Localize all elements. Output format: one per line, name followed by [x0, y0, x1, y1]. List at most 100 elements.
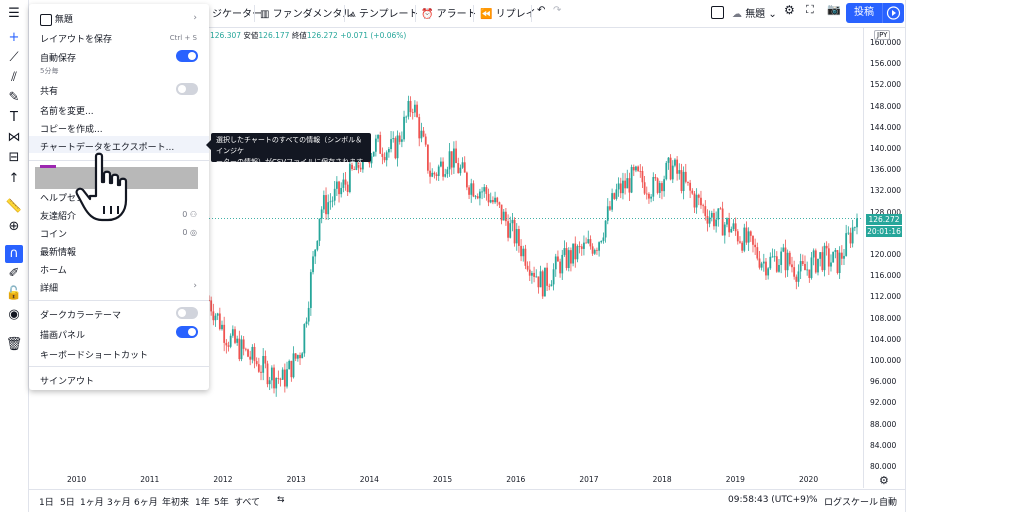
- clock-time[interactable]: 09:58:43 (UTC+9): [728, 495, 810, 505]
- log-scale-toggle[interactable]: ログスケール: [824, 498, 879, 508]
- menu-drawing-panel[interactable]: 描画パネル: [40, 331, 86, 341]
- crosshair-icon[interactable]: +: [8, 30, 20, 45]
- share-toggle[interactable]: [176, 83, 198, 95]
- dark-theme-toggle[interactable]: [176, 307, 198, 319]
- replay-button[interactable]: ⏪ リプレイ: [480, 5, 536, 20]
- price-tick-label: 148.000: [870, 101, 902, 111]
- candle-body: [765, 261, 767, 276]
- ohlc-close-label: 終値: [291, 31, 307, 40]
- candle-body: [465, 172, 468, 188]
- price-chart[interactable]: [29, 28, 863, 488]
- range-1y[interactable]: 1年: [195, 498, 210, 508]
- menu-referral[interactable]: 友達紹介: [40, 212, 77, 222]
- candle-body: [550, 284, 553, 287]
- candle-body: [769, 256, 772, 269]
- trash-icon[interactable]: 🗑: [5, 337, 23, 352]
- candle-body: [470, 183, 473, 195]
- menu-title-row[interactable]: 無題: [40, 12, 73, 26]
- menu-rename[interactable]: 名前を変更...: [40, 107, 94, 117]
- menu-whats-new[interactable]: 最新情報: [40, 248, 77, 258]
- fundamentals-button[interactable]: ▥ ファンダメンタル: [260, 5, 352, 20]
- candle-body: [786, 252, 789, 271]
- range-5y[interactable]: 5年: [214, 498, 229, 508]
- range-ytd[interactable]: 年初来: [162, 498, 190, 508]
- candle-body: [511, 219, 514, 224]
- layout-checkbox[interactable]: [711, 6, 724, 19]
- auto-scale-toggle[interactable]: 自動: [879, 498, 898, 508]
- range-1m[interactable]: 1ヶ月: [80, 498, 104, 508]
- pattern-icon[interactable]: ⋈: [7, 130, 21, 145]
- eye-icon[interactable]: ◉: [8, 307, 20, 322]
- candle-body: [377, 134, 379, 139]
- cloud-layout-button[interactable]: ☁ 無題 ⌄: [732, 5, 777, 20]
- time-axis[interactable]: 2010 2011 2012 2013 2014 2015 2016 2017 2018 2019…: [29, 468, 863, 488]
- brush-icon[interactable]: ✎: [8, 90, 20, 105]
- magnet-icon[interactable]: ∩: [5, 245, 23, 263]
- autosave-toggle[interactable]: [176, 50, 198, 62]
- menu-shortcuts[interactable]: キーボードショートカット: [40, 351, 149, 361]
- alert-button[interactable]: ⏰ アラート: [421, 5, 477, 20]
- menu-copy[interactable]: コピーを作成...: [40, 125, 103, 135]
- price-tick-label: 144.000: [870, 122, 902, 132]
- menu-help[interactable]: ヘルプセン: [40, 194, 86, 204]
- range-6m[interactable]: 6ヶ月: [134, 498, 158, 508]
- candle-body: [210, 300, 213, 312]
- zoom-icon[interactable]: ⊕: [8, 219, 20, 234]
- candle-body: [680, 170, 683, 192]
- undo-icon[interactable]: ↶: [537, 5, 546, 16]
- candle-body: [637, 166, 640, 171]
- toolbar-divider: [473, 5, 474, 22]
- range-1d[interactable]: 1日: [39, 498, 54, 508]
- settings-gear-icon[interactable]: ⚙: [879, 474, 889, 487]
- prediction-icon[interactable]: ⊟: [8, 150, 20, 165]
- candle-body: [576, 246, 579, 260]
- candle-body: [331, 200, 334, 202]
- arrow-up-icon[interactable]: ↑: [8, 171, 20, 186]
- menu-dark-theme[interactable]: ダークカラーテーマ: [40, 311, 122, 321]
- menu-autosave[interactable]: 自動保存: [40, 54, 77, 64]
- range-3m[interactable]: 3ヶ月: [107, 498, 131, 508]
- price-scale[interactable]: 160.000 156.000 152.000 148.000 144.000 140.0…: [863, 28, 906, 488]
- candle-body: [320, 209, 323, 219]
- camera-icon[interactable]: 📷: [827, 3, 841, 16]
- candle-body: [559, 261, 561, 274]
- candle-body: [782, 247, 785, 252]
- menu-sign-out[interactable]: サインアウト: [40, 377, 95, 387]
- candle-body: [615, 189, 618, 199]
- drawing-panel-toggle[interactable]: [176, 326, 198, 338]
- template-button[interactable]: ⩓ テンプレート: [350, 5, 419, 20]
- publish-play-button[interactable]: [882, 3, 904, 23]
- indicators-button[interactable]: ジケーター: [212, 9, 262, 20]
- trend-line-icon[interactable]: ⟋: [9, 50, 19, 65]
- menu-more[interactable]: 詳細: [40, 284, 59, 294]
- ruler-icon[interactable]: 📏: [5, 199, 23, 214]
- candle-body: [450, 151, 453, 168]
- menu-share[interactable]: 共有: [40, 87, 59, 97]
- lock-icon[interactable]: 🔓: [5, 286, 23, 301]
- menu-export[interactable]: チャートデータをエクスポート...: [40, 143, 175, 153]
- range-all[interactable]: すべて: [234, 498, 261, 508]
- redo-icon[interactable]: ↷: [553, 5, 562, 16]
- lock-drawings-icon[interactable]: ✐: [8, 266, 20, 281]
- toggle-knob: [178, 309, 186, 317]
- chevron-down-icon: ⌄: [768, 9, 777, 20]
- menu-coins[interactable]: コイン: [40, 230, 68, 240]
- menu-home[interactable]: ホーム: [40, 266, 67, 276]
- menu-save-layout[interactable]: レイアウトを保存: [40, 35, 113, 45]
- candle-body: [825, 245, 828, 249]
- percent-toggle[interactable]: %: [809, 495, 818, 505]
- fullscreen-icon[interactable]: ⛶: [806, 3, 814, 16]
- candle-body: [242, 339, 245, 349]
- post-button[interactable]: 投稿: [846, 3, 882, 23]
- gear-icon[interactable]: ⚙: [784, 3, 795, 17]
- candle-body: [348, 163, 351, 192]
- goto-date-icon[interactable]: ⇆: [277, 495, 285, 505]
- ohlc-close: 126.272: [306, 31, 338, 40]
- candle-body: [663, 179, 666, 192]
- currency-label[interactable]: JPY: [874, 30, 891, 40]
- range-5d[interactable]: 5日: [60, 498, 75, 508]
- fib-icon[interactable]: ⫽: [11, 70, 17, 85]
- menu-icon[interactable]: ☰: [8, 6, 20, 21]
- candle-body: [801, 261, 804, 265]
- text-icon[interactable]: T: [10, 110, 18, 125]
